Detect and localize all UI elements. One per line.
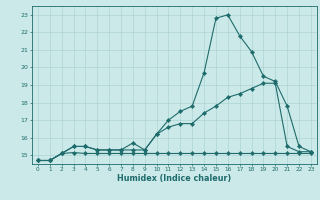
- X-axis label: Humidex (Indice chaleur): Humidex (Indice chaleur): [117, 174, 232, 183]
